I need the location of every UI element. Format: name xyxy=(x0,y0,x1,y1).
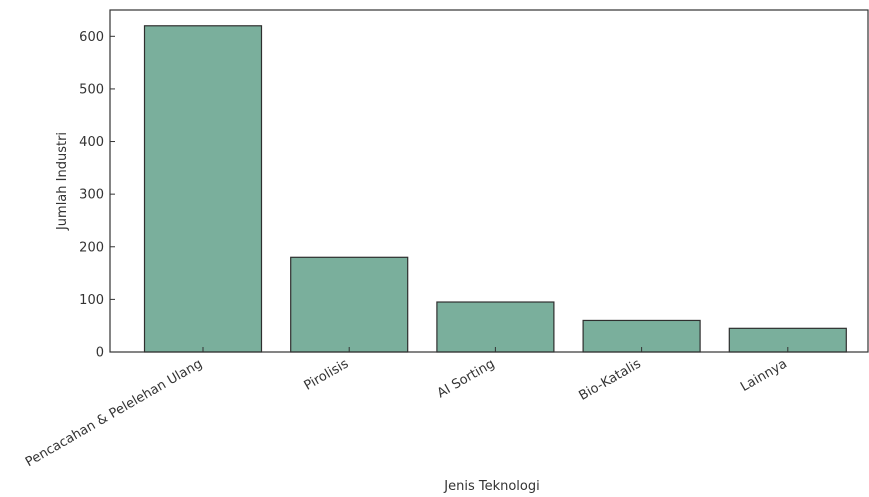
plot-frame xyxy=(109,9,869,353)
y-tick-label: 600 xyxy=(79,30,104,45)
y-tick-label: 400 xyxy=(79,135,104,150)
y-axis-ticks: 0 100 200 300 400 500 600 xyxy=(79,30,115,361)
x-tick-label: Bio-Katalis xyxy=(577,356,644,403)
plot-area: 0 100 200 300 400 500 600 Pencacahan & Peleleh… xyxy=(23,9,869,470)
y-tick-label: 300 xyxy=(79,188,104,203)
y-tick-label: 0 xyxy=(96,346,104,361)
x-axis-title: Jenis Teknologi xyxy=(443,479,539,494)
bar-1 xyxy=(290,256,409,353)
x-tick-label: Pirolisis xyxy=(302,356,352,393)
bar-0 xyxy=(143,25,263,353)
bars-group xyxy=(143,25,847,353)
x-tick-label: Pencacahan & Pelelehan Ulang xyxy=(23,356,205,470)
x-tick-label: AI Sorting xyxy=(435,356,498,401)
bar-3 xyxy=(582,319,701,353)
y-tick-label: 100 xyxy=(79,293,104,308)
y-tick-label: 200 xyxy=(79,240,104,255)
y-tick-label: 500 xyxy=(79,82,104,97)
x-tick-label: Lainnya xyxy=(738,356,790,394)
bar-2 xyxy=(436,301,555,353)
y-axis-title: Jumlah Industri xyxy=(55,132,70,231)
x-axis-ticks: Pencacahan & Pelelehan Ulang Pirolisis AI … xyxy=(23,347,790,470)
